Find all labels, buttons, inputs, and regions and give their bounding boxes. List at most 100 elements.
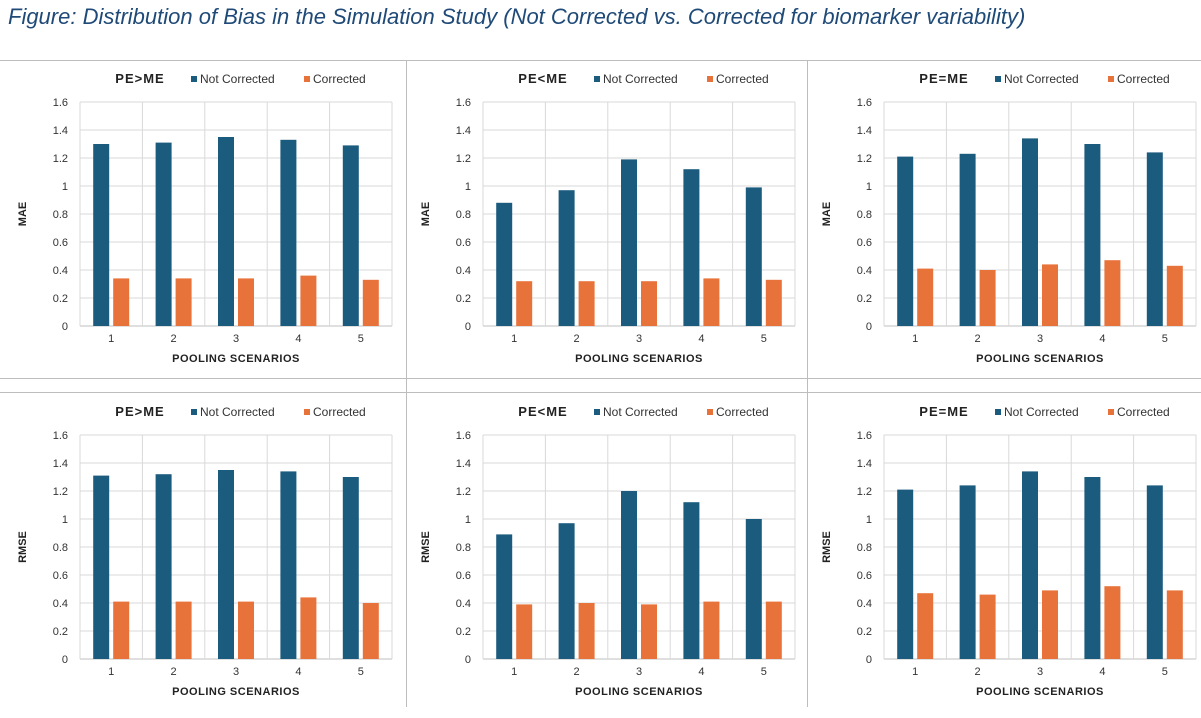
y-tick-label: 1.4: [53, 458, 68, 470]
bar-not-corrected: [1146, 485, 1163, 659]
x-tick-label: 4: [295, 666, 301, 678]
y-tick-label: 1: [62, 514, 68, 526]
bar-corrected: [578, 603, 595, 659]
bar-not-corrected: [1146, 152, 1163, 326]
bar-corrected: [238, 278, 254, 326]
bar-not-corrected: [342, 145, 359, 326]
y-tick-label: 1.2: [456, 486, 471, 498]
x-tick-label: 2: [171, 333, 177, 345]
y-tick-label: 0.8: [857, 542, 872, 554]
y-tick-label: 0.4: [857, 598, 872, 610]
bar-corrected: [979, 594, 996, 659]
chart-panel-mae-pe-gt-me: 0 0.2 0.4 0.6 0.8 1 1.2 1.4 1.6 1 2 3 4 5 POOLING SCEN…: [4, 62, 404, 385]
y-tick-label: 1: [62, 181, 68, 193]
legend-swatch: [594, 409, 600, 415]
chart-title: PE>ME: [115, 71, 164, 86]
bar-corrected: [238, 601, 254, 659]
bar-corrected: [175, 601, 192, 659]
bar-not-corrected: [93, 475, 110, 659]
bar-corrected: [703, 601, 720, 659]
y-tick-label: 0.6: [53, 237, 68, 249]
y-tick-label: 1.2: [53, 486, 68, 498]
y-tick-label: 1.2: [857, 153, 872, 165]
x-tick-label: 1: [912, 333, 918, 345]
y-tick-label: 0.8: [456, 209, 471, 221]
x-tick-label: 1: [108, 666, 114, 678]
x-axis-label: POOLING SCENARIOS: [575, 353, 703, 365]
y-tick-label: 1.2: [456, 153, 471, 165]
x-axis-label: POOLING SCENARIOS: [172, 353, 300, 365]
x-tick-label: 4: [1099, 333, 1105, 345]
y-tick-label: 1.4: [857, 458, 872, 470]
y-tick-label: 1: [866, 514, 872, 526]
bar-not-corrected: [280, 139, 297, 326]
chart-panel-rmse-pe-gt-me: 0 0.2 0.4 0.6 0.8 1 1.2 1.4 1.6 1 2 3 4 5 POOLING SCEN…: [4, 395, 404, 718]
bar-corrected: [1042, 590, 1058, 659]
row-divider-2: [0, 392, 1201, 393]
bar-not-corrected: [93, 144, 110, 326]
x-tick-label: 5: [1162, 666, 1168, 678]
y-tick-label: 0.2: [456, 293, 471, 305]
bar-corrected: [703, 278, 720, 326]
legend-swatch: [304, 409, 310, 415]
x-tick-label: 4: [698, 666, 704, 678]
bar-corrected: [1104, 260, 1121, 326]
y-tick-label: 1.6: [857, 430, 872, 442]
chart-title: PE<ME: [518, 404, 567, 419]
bar-corrected: [175, 278, 192, 326]
y-tick-label: 0.4: [53, 265, 68, 277]
y-tick-label: 0.4: [857, 265, 872, 277]
legend-label: Corrected: [313, 72, 366, 86]
y-tick-label: 1.2: [53, 153, 68, 165]
legend-label: Not Corrected: [200, 72, 275, 86]
x-tick-label: 5: [358, 333, 364, 345]
bar-not-corrected: [897, 489, 914, 659]
x-tick-label: 1: [108, 333, 114, 345]
y-tick-label: 0.6: [857, 237, 872, 249]
y-tick-label: 0: [465, 321, 471, 333]
legend-swatch: [1108, 76, 1114, 82]
chart-title: PE<ME: [518, 71, 567, 86]
y-tick-label: 1.4: [456, 125, 471, 137]
y-tick-label: 0: [866, 321, 872, 333]
bar-corrected: [917, 593, 934, 659]
bar-corrected: [300, 597, 317, 659]
y-tick-label: 0.2: [857, 293, 872, 305]
y-tick-label: 0.8: [53, 209, 68, 221]
bar-not-corrected: [155, 474, 172, 659]
x-axis-label: POOLING SCENARIOS: [575, 686, 703, 698]
chart-panel-rmse-pe-lt-me: 0 0.2 0.4 0.6 0.8 1 1.2 1.4 1.6 1 2 3 4 5 POOLING SCEN…: [407, 395, 807, 718]
x-tick-label: 1: [511, 333, 517, 345]
bar-not-corrected: [1022, 471, 1038, 659]
bar-corrected: [765, 601, 782, 659]
bar-not-corrected: [959, 485, 976, 659]
x-axis-label: POOLING SCENARIOS: [976, 686, 1104, 698]
bar-corrected: [300, 275, 317, 326]
x-tick-label: 4: [295, 333, 301, 345]
y-tick-label: 0.6: [456, 237, 471, 249]
bar-corrected: [1042, 264, 1058, 326]
bar-corrected: [362, 279, 379, 326]
chart-panel-mae-pe-lt-me: 0 0.2 0.4 0.6 0.8 1 1.2 1.4 1.6 1 2 3 4 5 POOLING SCEN…: [407, 62, 807, 385]
bar-not-corrected: [1084, 477, 1101, 659]
legend-swatch: [995, 409, 1001, 415]
bar-not-corrected: [621, 159, 637, 326]
y-axis-label: MAE: [17, 202, 29, 226]
bar-not-corrected: [155, 142, 172, 326]
column-divider: [406, 60, 407, 707]
legend-swatch: [304, 76, 310, 82]
legend-label: Corrected: [1117, 405, 1170, 419]
y-tick-label: 1.6: [53, 97, 68, 109]
bar-corrected: [765, 279, 782, 326]
figure-title: Figure: Distribution of Bias in the Simu…: [8, 4, 1026, 29]
y-tick-label: 1.4: [857, 125, 872, 137]
bar-not-corrected: [745, 187, 762, 326]
y-tick-label: 0.2: [53, 293, 68, 305]
y-tick-label: 0: [866, 654, 872, 666]
x-tick-label: 1: [511, 666, 517, 678]
bar-not-corrected: [1084, 144, 1101, 326]
x-tick-label: 4: [1099, 666, 1105, 678]
chart-svg: 0 0.2 0.4 0.6 0.8 1 1.2 1.4 1.6 1 2 3 4 5 POOLING SCEN…: [821, 71, 1197, 365]
bar-corrected: [1166, 265, 1183, 326]
